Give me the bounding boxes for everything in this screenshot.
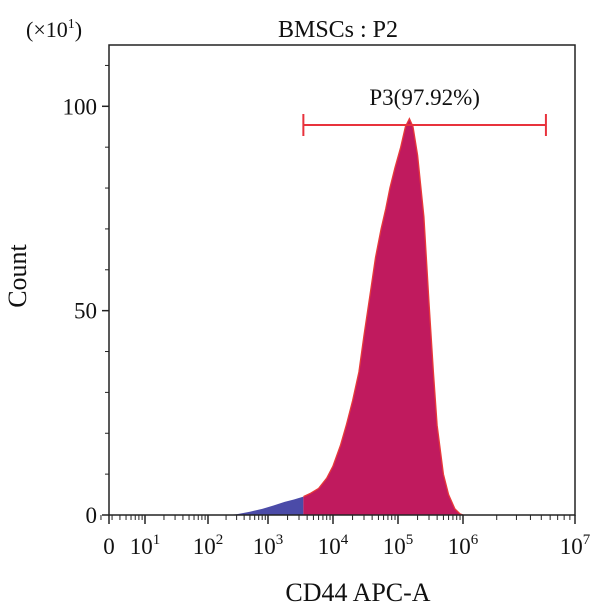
y-tick-label: 100 [63, 94, 98, 119]
histogram-outline [303, 117, 464, 515]
y-tick-label: 50 [74, 299, 97, 324]
x-tick-label: 101 [130, 532, 161, 559]
gate-p3: P3(97.92%) [302, 85, 547, 136]
x-tick-label: 104 [318, 532, 349, 559]
gate-label: P3(97.92%) [369, 85, 480, 110]
x-axis-label: CD44 APC-A [285, 578, 430, 607]
y-axis-label: Count [3, 243, 32, 307]
y-axis-multiplier: (×101) [26, 17, 82, 42]
y-multiplier-base: (×10 [26, 17, 68, 42]
x-tick-label: 102 [193, 532, 224, 559]
y-multiplier-exponent: 1 [68, 17, 75, 32]
x-tick-label: 105 [383, 532, 414, 559]
x-tick-label: 106 [448, 532, 479, 559]
x-axis: 0 101 102 103 104 105 106 107 [100, 515, 591, 559]
chart-title: BMSCs : P2 [278, 17, 398, 43]
y-multiplier-close: ) [75, 17, 82, 42]
x-tick-label: 103 [253, 532, 284, 559]
y-axis: 0 50 100 [63, 64, 109, 528]
x-tick-label: 107 [560, 532, 591, 559]
histogram-area-gated [303, 118, 575, 515]
y-tick-label: 0 [86, 503, 98, 528]
histogram-area-ungated [109, 496, 304, 515]
x-tick-label: 0 [103, 534, 115, 559]
plot-frame [108, 44, 576, 516]
plot-area [109, 117, 575, 515]
